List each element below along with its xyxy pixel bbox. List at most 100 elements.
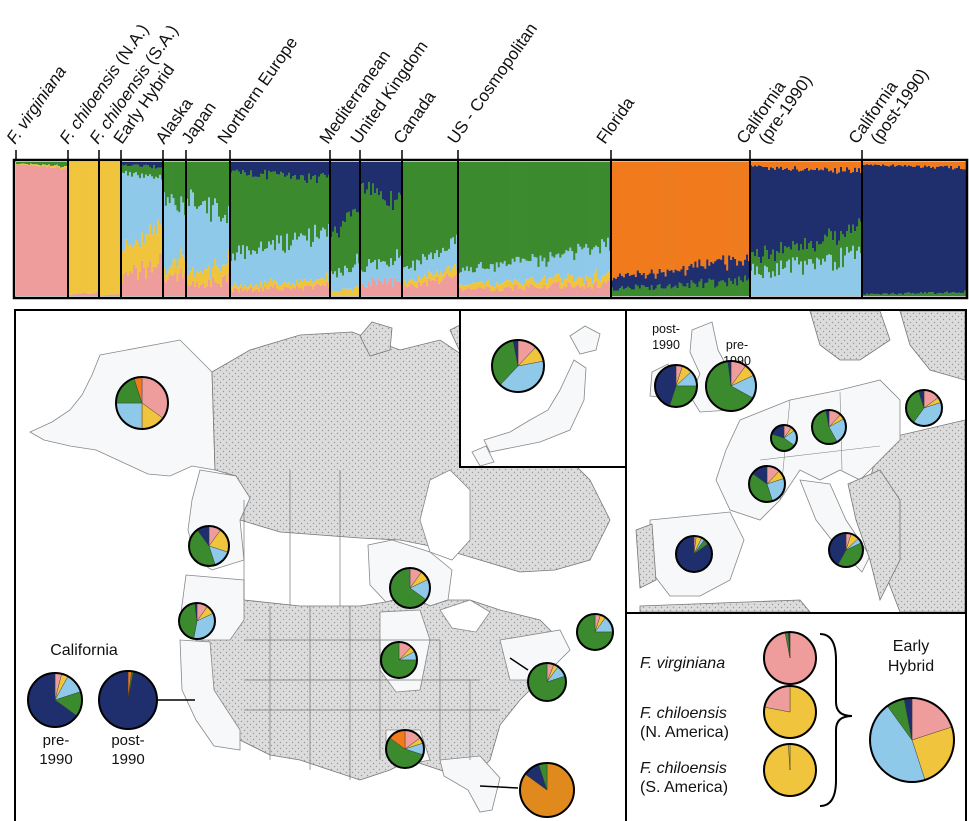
structure-bar-segment: [368, 182, 371, 260]
structure-bar-segment: [252, 176, 255, 251]
structure-bar-segment: [388, 206, 391, 267]
structure-bar-segment: [242, 162, 245, 171]
structure-bar-segment: [310, 285, 313, 296]
structure-bar-segment: [378, 195, 381, 260]
structure-bar-segment: [424, 256, 427, 275]
structure-bar-segment: [300, 175, 303, 234]
structure-bar-segment: [912, 292, 915, 296]
structure-bar-segment: [521, 258, 524, 286]
structure-bar-segment: [924, 162, 927, 166]
structure-bar-segment: [186, 198, 189, 275]
structure-bar-segment: [274, 284, 277, 296]
structure-bar-segment: [256, 253, 259, 285]
structure-bar-segment: [230, 260, 233, 287]
structure-bar-segment: [350, 288, 353, 296]
structure-bar-segment: [607, 280, 610, 296]
structure-bar-segment: [834, 231, 837, 262]
structure-bar-segment: [904, 162, 907, 166]
structure-bar-segment: [794, 244, 797, 261]
structure-bar-segment: [471, 289, 475, 296]
structure-bar-segment: [541, 287, 544, 296]
structure-bar-segment: [589, 254, 592, 278]
structure-bar-segment: [280, 162, 283, 172]
structure-bar-segment: [125, 162, 128, 165]
structure-bar-segment: [123, 162, 126, 166]
structure-bar-segment: [54, 167, 57, 296]
structure-bar-segment: [26, 162, 29, 165]
structure-bar-segment: [734, 278, 737, 296]
structure-bar-segment: [806, 167, 809, 250]
structure-bar-segment: [886, 293, 889, 296]
structure-bar-segment: [832, 172, 835, 241]
structure-bar-segment: [946, 291, 949, 296]
pie-outline: [770, 424, 798, 452]
structure-bar-segment: [906, 166, 909, 293]
structure-bar-segment: [282, 290, 285, 296]
structure-bar-segment: [916, 162, 919, 166]
structure-bar-segment: [938, 166, 941, 293]
structure-bar-segment: [922, 293, 925, 296]
structure-bar-segment: [950, 162, 953, 166]
structure-bar-segment: [559, 162, 562, 258]
structure-bar-segment: [414, 286, 417, 296]
structure-bar-segment: [565, 278, 568, 288]
structure-bar-segment: [920, 162, 923, 168]
structure-bar-segment: [314, 162, 317, 175]
structure-bar-segment: [920, 167, 923, 293]
structure-bar-segment: [682, 286, 685, 296]
structure-bar-segment: [654, 288, 657, 296]
legend-chiloensis-sa-line2: (S. America): [640, 779, 728, 796]
structure-bar-segment: [28, 165, 31, 296]
structure-bar-segment: [388, 266, 391, 281]
structure-bar-segment: [157, 264, 160, 296]
structure-bar-segment: [286, 233, 289, 284]
structure-bar-segment: [182, 162, 185, 203]
structure-bar-segment: [531, 284, 534, 296]
structure-bar-segment: [816, 162, 819, 169]
california-pre-label-2: 1990: [39, 751, 72, 768]
structure-bar-segment: [525, 260, 528, 280]
structure-bar-segment: [290, 245, 293, 286]
structure-bar-segment: [159, 162, 162, 168]
structure-bar-segment: [252, 250, 255, 288]
structure-bar-segment: [533, 281, 536, 287]
structure-bar-segment: [194, 162, 197, 207]
structure-bar-segment: [509, 280, 512, 288]
structure-bar-segment: [139, 166, 142, 179]
structure-bar-segment: [810, 241, 813, 260]
structure-bar-segment: [900, 165, 903, 294]
structure-bar-segment: [567, 273, 570, 282]
structure-bar-segment: [814, 169, 817, 252]
structure-bar-segment: [42, 164, 45, 166]
structure-bar-segment: [296, 239, 299, 280]
structure-bar-segment: [62, 162, 65, 167]
structure-bar-segment: [236, 169, 239, 253]
structure-bar-segment: [386, 264, 389, 284]
structure-bar-segment: [628, 162, 632, 276]
structure-bar-segment: [374, 193, 377, 260]
structure-bar-segment: [517, 288, 520, 296]
structure-bar-segment: [137, 162, 140, 165]
pie-outline: [188, 525, 230, 567]
structure-bar-segment: [284, 162, 287, 177]
pie-germany: [811, 409, 847, 445]
structure-bar-segment: [246, 287, 249, 291]
structure-bar-segment: [822, 170, 825, 242]
structure-bar-segment: [696, 162, 699, 268]
structure-bar-segment: [36, 162, 39, 165]
structure-bar-segment: [720, 259, 723, 281]
structure-bar-segment: [450, 271, 453, 279]
structure-bar-segment: [24, 164, 27, 296]
structure-bar-segment: [768, 272, 771, 296]
structure-bar-segment: [654, 162, 657, 279]
scandinavia-landmass: [809, 311, 891, 361]
structure-bar-segment: [531, 254, 534, 277]
structure-bar-segment: [591, 162, 594, 250]
structure-bar-segment: [406, 265, 409, 285]
structure-bar-segment: [812, 169, 815, 249]
structure-bar-segment: [164, 275, 168, 282]
structure-bar-segment: [266, 283, 269, 290]
structure-bar-segment: [238, 286, 241, 293]
structure-bar-segment: [593, 162, 596, 248]
structure-bar-segment: [852, 224, 855, 246]
